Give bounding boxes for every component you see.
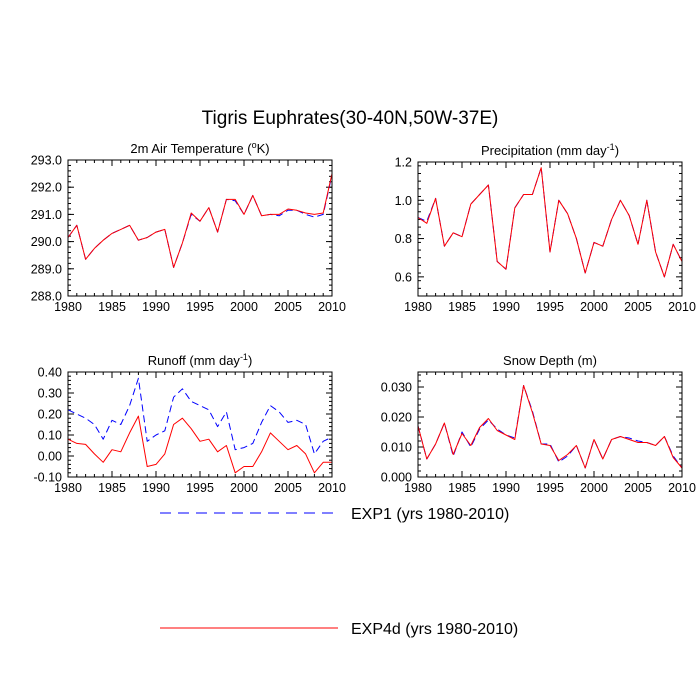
runoff-x-tick-label: 1990 [142, 481, 170, 495]
snow-depth-x-tick-label: 1985 [448, 481, 476, 495]
air-temperature-plot-frame [67, 159, 333, 297]
air-temperature-y-tick-label: 292.0 [31, 181, 62, 195]
snow-depth-x-tick-label: 1995 [536, 481, 564, 495]
air-temperature-y-tick-label: 291.0 [31, 208, 62, 222]
air-temperature-y-tick-label: 288.0 [31, 290, 62, 304]
runoff-x-tick-label: 1980 [54, 481, 82, 495]
snow-depth-y-tick-label: 0.000 [381, 471, 412, 485]
precipitation-y-tick-label: 1.2 [395, 156, 412, 170]
air-temperature-y-tick-label: 289.0 [31, 262, 62, 276]
precipitation-x-tick-label: 1980 [404, 300, 432, 314]
runoff-y-tick-label: 0.30 [38, 387, 62, 401]
snow-depth-plot-frame [417, 371, 683, 478]
snow-depth-line-exp4d [417, 385, 683, 469]
runoff-x-tick-label: 2010 [318, 481, 346, 495]
precipitation-y-tick-label: 0.6 [395, 270, 412, 284]
figure-title: Tigris Euphrates(30-40N,50W-37E) [202, 108, 499, 129]
snow-depth-y-tick-label: 0.030 [381, 381, 412, 395]
panel-runoff: Runoff (mm day-1) 1980 1985 1990 1995 2000 200… [34, 352, 346, 495]
snow-depth-y-tick-label: 0.020 [381, 411, 412, 425]
runoff-title: Runoff (mm day-1) [148, 352, 253, 368]
precipitation-x-tick-label: 2000 [580, 300, 608, 314]
snow-depth-y-tick-label: 0.010 [381, 441, 412, 455]
precipitation-y-tick-label: 0.8 [395, 232, 412, 246]
air-temperature-title: 2m Air Temperature (oK) [130, 140, 269, 156]
snow-depth-x-tick-label: 2010 [668, 481, 696, 495]
snow-depth-x-tick-label: 2005 [624, 481, 652, 495]
snow-depth-x-tick-label: 1990 [492, 481, 520, 495]
runoff-x-tick-label: 1985 [98, 481, 126, 495]
air-temperature-y-tick-label: 290.0 [31, 235, 62, 249]
air-temperature-x-tick-label: 1990 [142, 300, 170, 314]
runoff-line-exp1 [67, 377, 333, 455]
precipitation-x-tick-label: 2010 [668, 300, 696, 314]
runoff-y-tick-label: 0.20 [38, 408, 62, 422]
runoff-plot-frame [67, 371, 333, 478]
precipitation-title: Precipitation (mm day-1) [481, 142, 619, 158]
legend: EXP1 (yrs 1980-2010) EXP4d (yrs 1980-201… [160, 506, 518, 638]
runoff-x-tick-label: 2005 [274, 481, 302, 495]
snow-depth-x-tick-label: 2000 [580, 481, 608, 495]
air-temperature-x-tick-label: 1995 [186, 300, 214, 314]
precipitation-x-tick-label: 1985 [448, 300, 476, 314]
panel-snow-depth: Snow Depth (m) 1980 1985 1990 1995 2000 2005 20… [381, 353, 696, 495]
air-temperature-y-tick-label: 293.0 [31, 154, 62, 168]
runoff-y-tick-label: 0.00 [38, 450, 62, 464]
precipitation-y-tick-label: 1.0 [395, 194, 412, 208]
legend-label-exp1: EXP1 (yrs 1980-2010) [351, 506, 509, 523]
panel-precipitation: Precipitation (mm day-1) 1980 1985 1990 1995… [395, 142, 696, 314]
precipitation-x-tick-label: 2005 [624, 300, 652, 314]
snow-depth-line-exp1 [417, 385, 683, 469]
legend-label-exp4d: EXP4d (yrs 1980-2010) [351, 621, 518, 638]
panel-air-temperature: 2m Air Temperature (oK) 1980 1985 1990 1995 2… [31, 140, 346, 314]
precipitation-x-tick-label: 1990 [492, 300, 520, 314]
precipitation-x-tick-label: 1995 [536, 300, 564, 314]
precipitation-line-exp4d [417, 167, 683, 278]
air-temperature-x-tick-label: 2010 [318, 300, 346, 314]
runoff-y-tick-label: 0.40 [38, 366, 62, 380]
air-temperature-x-tick-label: 1980 [54, 300, 82, 314]
air-temperature-line-exp4d [67, 173, 333, 268]
runoff-y-tick-label: -0.10 [34, 471, 63, 485]
snow-depth-title: Snow Depth (m) [503, 353, 597, 368]
runoff-line-exp4d [67, 415, 332, 474]
air-temperature-x-tick-label: 2005 [274, 300, 302, 314]
air-temperature-x-tick-label: 2000 [230, 300, 258, 314]
runoff-x-tick-label: 2000 [230, 481, 258, 495]
runoff-x-tick-label: 1995 [186, 481, 214, 495]
runoff-y-tick-label: 0.10 [38, 429, 62, 443]
snow-depth-x-tick-label: 1980 [404, 481, 432, 495]
air-temperature-x-tick-label: 1985 [98, 300, 126, 314]
precipitation-plot-frame [417, 161, 683, 297]
